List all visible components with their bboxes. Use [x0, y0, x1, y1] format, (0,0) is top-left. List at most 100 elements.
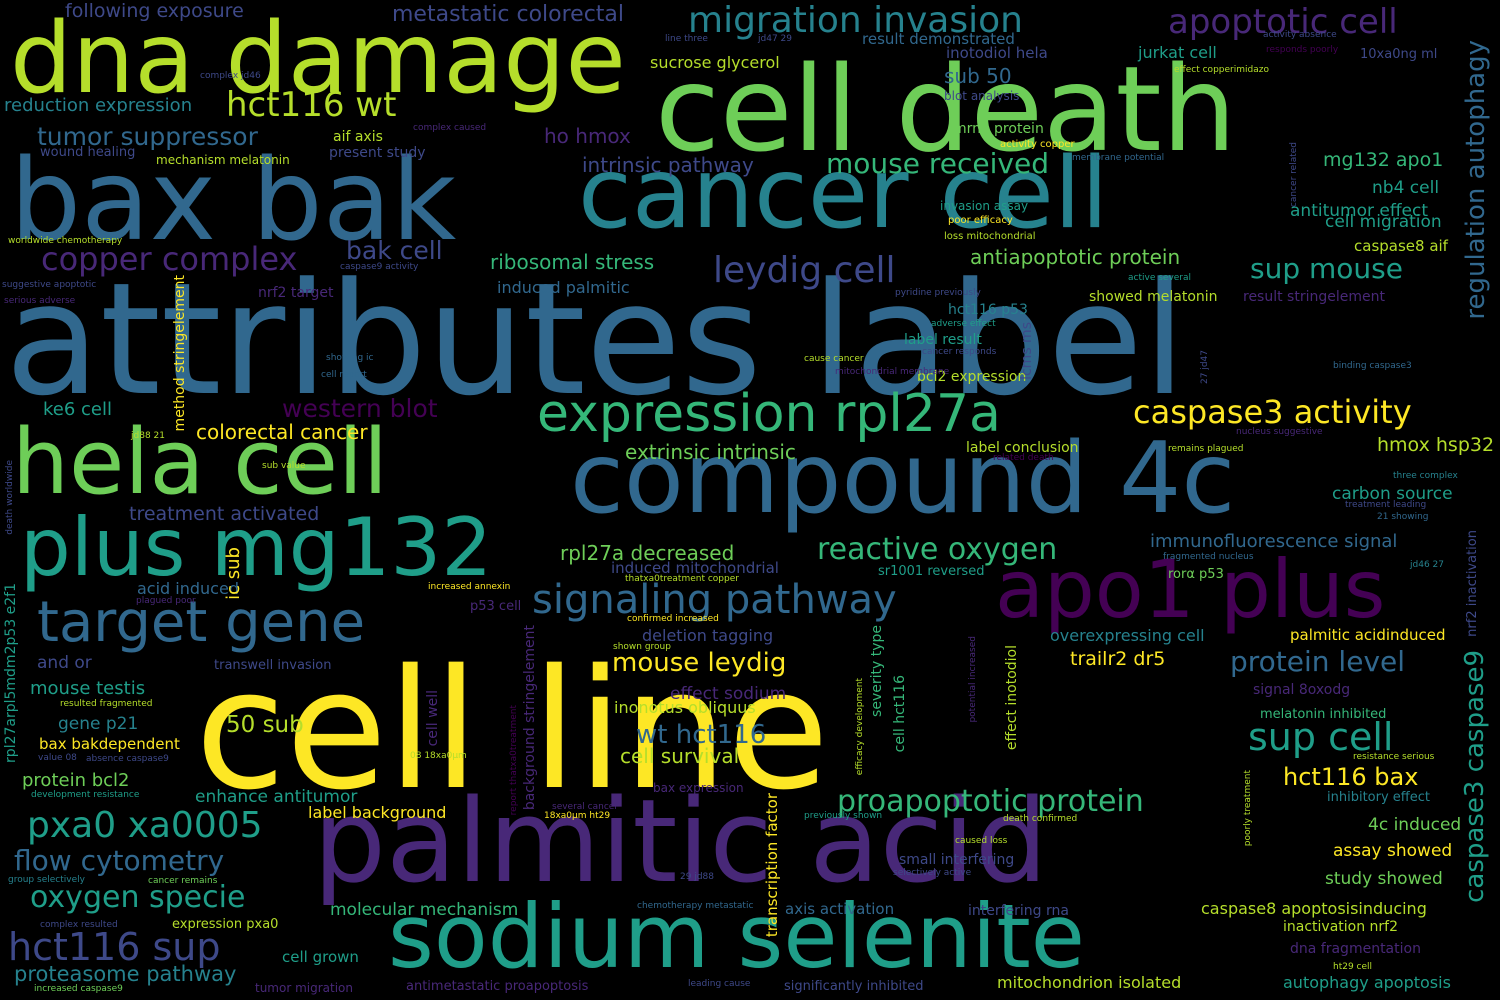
word: result stringelement [1243, 289, 1385, 305]
word: aif axis [333, 129, 383, 145]
word: previously shown [804, 811, 883, 821]
word: increased caspase9 [34, 984, 123, 994]
word: sucrose glycerol [650, 53, 780, 72]
word: cancer related [1289, 142, 1299, 208]
word: transcription factor [763, 793, 781, 938]
word: report thatxa0treatment [509, 705, 519, 816]
word: hct116 sup [8, 925, 221, 969]
word: sr1001 reversed [878, 564, 985, 579]
word: mouse testis [30, 678, 146, 699]
word: deletion tagging [642, 626, 774, 645]
word: hct116 wt [226, 85, 397, 125]
word: 50 sub [226, 712, 304, 738]
word: cancer cell [578, 137, 1109, 251]
word: gene p21 [58, 714, 139, 734]
word: wound healing [40, 145, 136, 160]
word: interfering rna [968, 903, 1069, 919]
word: assay showed [1333, 841, 1453, 861]
word: result demonstrated [862, 30, 1015, 48]
word: jd88 21 [131, 431, 165, 441]
word: ht29 cell [1333, 962, 1373, 972]
word: regulation autophagy [1461, 40, 1491, 320]
word: autophagy apoptosis [1283, 973, 1451, 992]
word: mrna protein [953, 121, 1044, 137]
word: sup mouse [1250, 252, 1403, 285]
word: complex caused [413, 123, 487, 133]
word: metastatic colorectal [392, 2, 625, 27]
word: reduction expression [4, 95, 193, 116]
word: leydig cell [713, 250, 896, 291]
word: 21 showing [1377, 512, 1429, 522]
word: mechanism melatonin [156, 153, 290, 167]
word: death worldwide [5, 460, 15, 535]
word: pxa0 xa0005 [27, 805, 263, 846]
word: blot analysis [944, 89, 1020, 103]
word: value 08 [38, 753, 77, 763]
word: binding caspase3 [1333, 361, 1412, 371]
word: apoptotic cell [1168, 2, 1398, 42]
word: rorα p53 [1168, 567, 1224, 582]
word: mg132 apo1 [1323, 149, 1444, 171]
word: poor efficacy [948, 215, 1013, 226]
word: membrane potential [1072, 153, 1165, 163]
word: hmox hsp32 [1377, 434, 1495, 456]
word: enhance antitumor [195, 787, 358, 807]
word: induced palmitic [497, 278, 630, 297]
word: expression pxa0 [172, 917, 279, 932]
word: method stringelement [172, 275, 188, 432]
word: inotodiol hela [946, 44, 1048, 62]
word: shown group [613, 642, 671, 652]
word: dna damage [10, 2, 626, 116]
word: signaling pathway [532, 577, 897, 623]
word: protein bcl2 [22, 770, 130, 791]
word: bcl2 expression [917, 369, 1027, 385]
word: selectively active [893, 868, 972, 878]
word: related death [993, 453, 1054, 463]
word: cause cancer [804, 354, 864, 364]
word: 29 jd88 [680, 872, 714, 882]
word: lcms ms [1019, 322, 1035, 380]
word: cell hct116 [892, 675, 908, 753]
word: colorectal cancer [196, 420, 368, 444]
word: palmitic acid [313, 775, 1048, 909]
word: acid induced [137, 579, 239, 598]
word: sub value [262, 461, 306, 471]
word: showed melatonin [1089, 289, 1218, 305]
word: treatment activated [129, 503, 320, 525]
word: adverse effect [931, 319, 996, 329]
word: dna fragmentation [1290, 941, 1421, 957]
word: leading cause [688, 979, 751, 989]
word: tumor migration [255, 981, 354, 995]
word: activity copper [1000, 139, 1075, 150]
word: group selectively [8, 875, 85, 885]
word: responds poorly [1266, 45, 1339, 55]
word: rpl27a decreased [560, 541, 735, 565]
word: caused loss [955, 836, 1008, 846]
word: target gene [37, 590, 366, 655]
word: transwell invasion [214, 658, 332, 673]
word: hela cell [12, 410, 389, 515]
word: rpl27arpl5mdm2p53 e2f1 [3, 583, 19, 763]
word: p53 cell [470, 599, 522, 614]
word: melatonin inhibited [1260, 707, 1387, 722]
word: remains plagued [1168, 444, 1244, 454]
word: nrf2 inactivation [1465, 530, 1480, 637]
word: cell report [321, 370, 367, 380]
word: pyridine previously [895, 288, 981, 298]
word: 4c induced [1368, 815, 1462, 835]
word: bax bakdependent [39, 735, 180, 753]
word: cell line [195, 634, 830, 826]
word: potential increased [968, 636, 978, 723]
word: cell well [425, 690, 441, 747]
word: complex resulted [40, 920, 118, 930]
word: caspase9 activity [340, 262, 419, 272]
word: label conclusion [966, 440, 1079, 456]
word: sub 50 [944, 64, 1012, 88]
word: significantly inhibited [784, 979, 924, 994]
word: cell death [655, 40, 1237, 178]
word: showing ic [326, 353, 374, 363]
word: bax expression [653, 781, 744, 795]
word: increased annexin [428, 582, 511, 592]
word: signal 8oxodg [1253, 682, 1351, 698]
word: proapoptotic protein [837, 784, 1144, 819]
